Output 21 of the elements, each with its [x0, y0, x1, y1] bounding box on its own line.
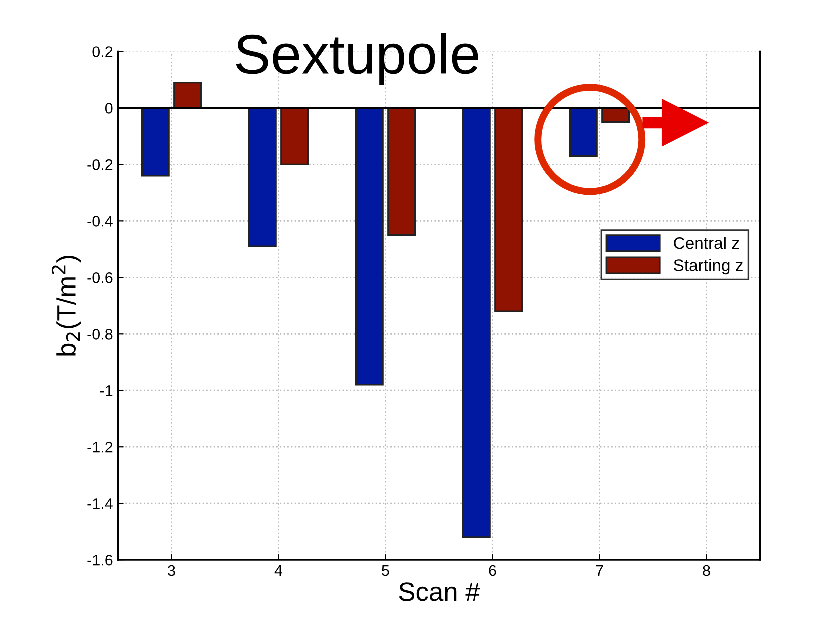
legend-label: Starting z: [674, 259, 743, 275]
x-tick-label: 3: [168, 565, 176, 576]
legend-label: Central z: [674, 237, 740, 250]
y-axis-title: b$_{2}$(T/m$^{2}$): [52, 256, 82, 356]
y-tick-label: 0.2: [92, 46, 113, 58]
x-tick-label: 8: [703, 565, 710, 576]
y-tick-label: -1.4: [88, 498, 113, 510]
y-tick-label: -0.6: [88, 272, 113, 284]
x-tick-label: 5: [382, 566, 390, 576]
y-tick-label: -1.2: [88, 442, 113, 453]
chart-title: Sextupole: [236, 33, 478, 86]
y-tick-label: -1.6: [88, 554, 113, 566]
y-tick-label: -0.2: [88, 160, 113, 170]
x-tick-label: 4: [274, 566, 283, 576]
x-tick-label: 6: [489, 565, 496, 576]
y-tick-label: -0.4: [88, 216, 113, 227]
x-axis-title: Scan #: [399, 582, 480, 602]
y-tick-label: -1: [100, 386, 113, 396]
y-tick-label: 0: [105, 103, 113, 114]
x-tick-label: 7: [596, 566, 604, 576]
y-tick-label: -0.8: [88, 329, 113, 340]
